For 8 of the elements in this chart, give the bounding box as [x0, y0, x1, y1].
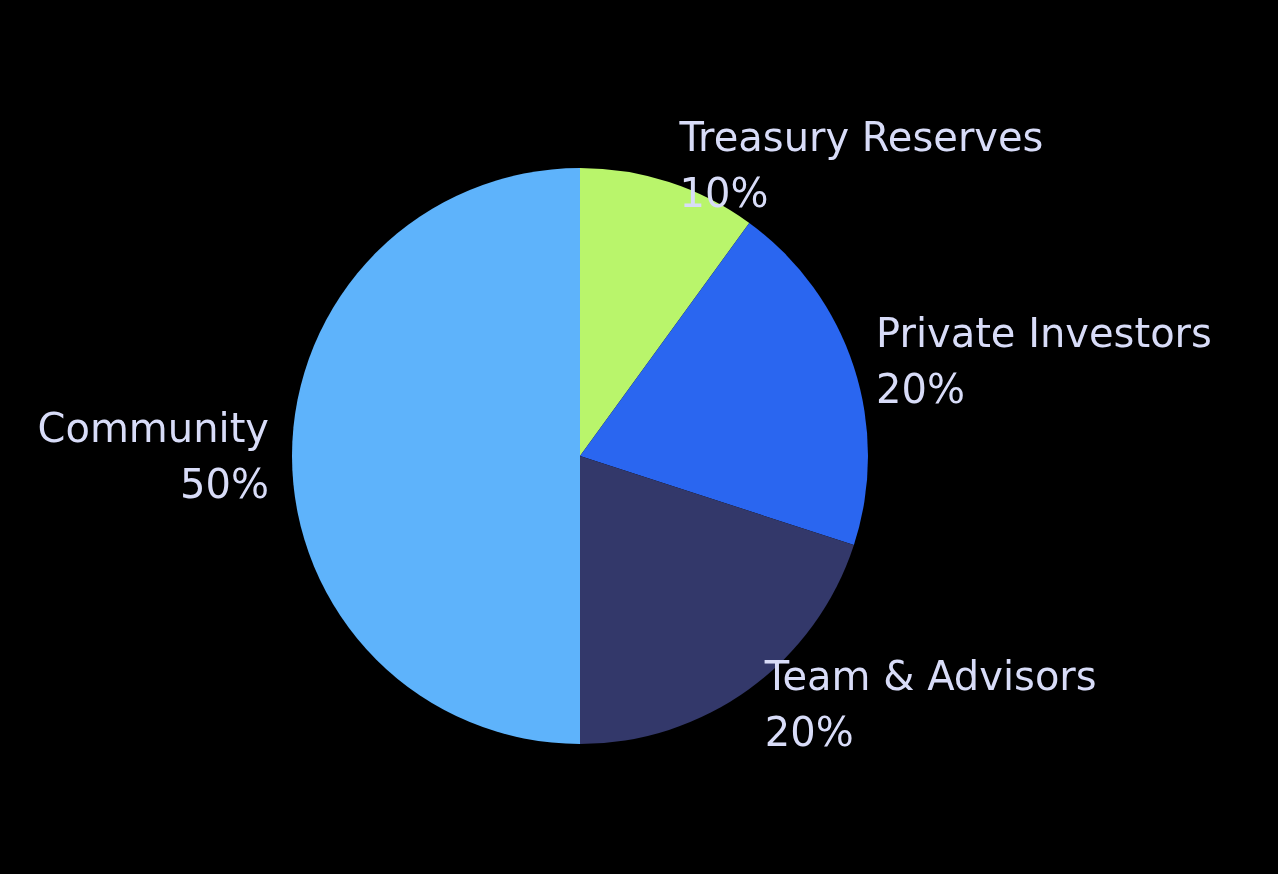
slice-label: Private Investors [876, 310, 1212, 357]
slice-label: Treasury Reserves [678, 113, 1044, 160]
data-label: 20% [876, 366, 965, 413]
slice-label: Community [37, 405, 269, 451]
data-label: 10% [679, 169, 769, 216]
slice-label: Team & Advisors [763, 652, 1097, 699]
data-label: 20% [764, 708, 854, 755]
data-label: 50% [180, 461, 269, 507]
